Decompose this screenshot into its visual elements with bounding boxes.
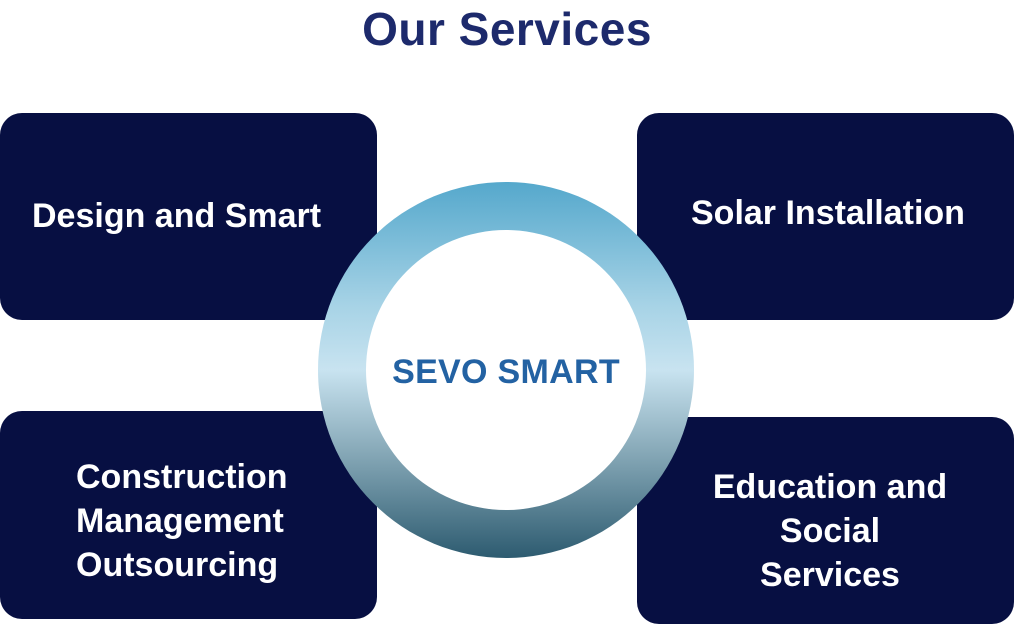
service-card-education-social: Education and Social Services xyxy=(637,417,1014,624)
center-ring: SEVO SMART xyxy=(318,182,694,558)
center-circle xyxy=(366,230,646,510)
service-card-construction-management: Construction Management Outsourcing xyxy=(0,411,377,619)
center-label: SEVO SMART xyxy=(392,353,620,391)
service-label: Design and Smart xyxy=(32,197,322,235)
service-label: Education and Social Services xyxy=(712,468,948,594)
page-title: Our Services xyxy=(362,3,652,55)
service-card-solar-installation: Solar Installation xyxy=(637,113,1014,320)
service-label: Solar Installation xyxy=(691,194,965,232)
service-label: Construction Management Outsourcing xyxy=(76,458,288,584)
service-card-design-and-smart: Design and Smart xyxy=(0,113,377,320)
